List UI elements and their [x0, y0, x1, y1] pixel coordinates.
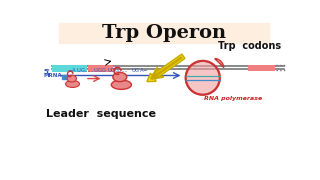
Ellipse shape [66, 80, 80, 87]
Text: 5': 5' [44, 69, 51, 75]
Text: $\mathbf{-}$A UG$\mathbf{...}$UGG UGG$\mathbf{...}$  UGA$\mathbf{-}$: $\mathbf{-}$A UG$\mathbf{...}$UGG UGG$\m… [67, 66, 149, 74]
Ellipse shape [67, 75, 76, 82]
Bar [62, 75, 68, 79]
Bar [52, 65, 86, 72]
Bar [60, 23, 268, 43]
Polygon shape [215, 58, 224, 68]
Circle shape [186, 61, 220, 95]
Bar [88, 65, 113, 72]
Bar [248, 65, 275, 71]
Text: Leader  sequence: Leader sequence [46, 109, 156, 119]
Text: RNA polymerase: RNA polymerase [204, 96, 262, 101]
Ellipse shape [111, 80, 132, 89]
FancyArrow shape [147, 54, 185, 82]
Text: Trp  codons: Trp codons [218, 41, 281, 51]
Ellipse shape [113, 72, 127, 82]
Text: Trp Operon: Trp Operon [102, 24, 226, 42]
Text: MRNA: MRNA [43, 73, 62, 78]
